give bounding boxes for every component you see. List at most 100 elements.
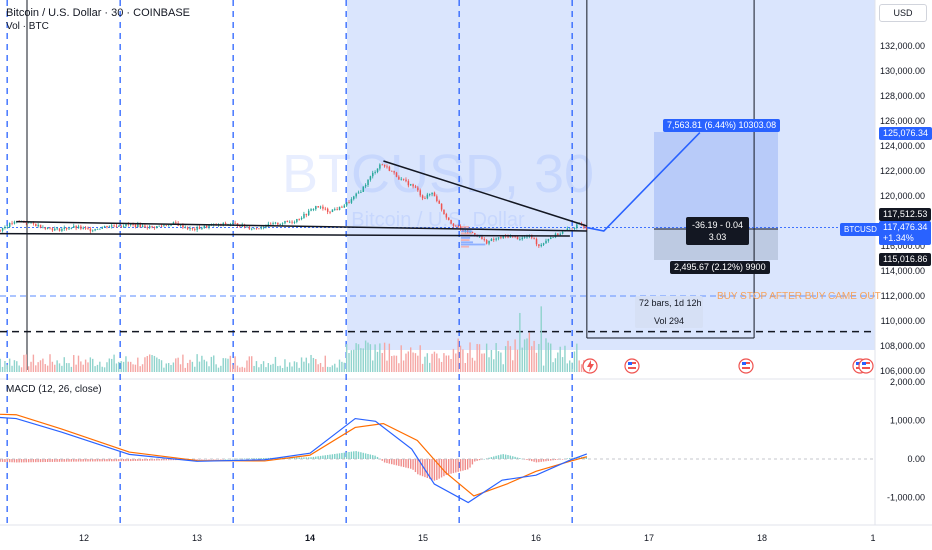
macd-histogram-bar bbox=[547, 459, 550, 461]
volume-bar bbox=[153, 355, 156, 372]
volume-bar bbox=[578, 360, 580, 372]
candle-body bbox=[111, 225, 113, 227]
volume-bar bbox=[234, 356, 236, 372]
macd-histogram-bar bbox=[224, 458, 227, 460]
volume-bar bbox=[170, 364, 172, 372]
volume-bar bbox=[125, 356, 127, 372]
candle-body bbox=[502, 235, 505, 238]
volume-bar bbox=[353, 349, 355, 372]
volume-bar bbox=[182, 354, 184, 372]
us-flag-event-icon[interactable] bbox=[858, 358, 874, 374]
candle-body bbox=[547, 239, 550, 241]
volume-bar bbox=[84, 359, 87, 372]
macd-histogram-bar bbox=[469, 459, 471, 468]
volume-bar bbox=[37, 362, 39, 372]
candle-body bbox=[144, 225, 146, 228]
volume-profile-row bbox=[461, 230, 473, 233]
candle-body bbox=[39, 224, 42, 228]
volume-bar bbox=[35, 365, 37, 372]
macd-histogram-bar bbox=[400, 459, 402, 467]
volume-bar bbox=[30, 361, 32, 372]
candle-body bbox=[367, 179, 369, 185]
volume-bar bbox=[232, 364, 234, 372]
candle-body bbox=[293, 221, 296, 223]
macd-histogram-bar bbox=[11, 459, 13, 463]
macd-histogram-bar bbox=[0, 459, 1, 462]
macd-histogram-bar bbox=[557, 459, 559, 460]
candle-body bbox=[182, 224, 184, 228]
macd-histogram-bar bbox=[213, 459, 215, 460]
volume-bar bbox=[158, 359, 160, 372]
macd-histogram-bar bbox=[466, 459, 469, 470]
trend-line-1[interactable] bbox=[383, 160, 588, 227]
candle-body bbox=[232, 222, 234, 224]
candle-body bbox=[462, 228, 464, 232]
volume-profile-row bbox=[461, 239, 470, 241]
volume-bar bbox=[70, 366, 73, 372]
volume-bar bbox=[92, 358, 94, 372]
volume-bar bbox=[99, 361, 101, 372]
volume-indicator-label[interactable]: Vol · BTC bbox=[6, 21, 49, 32]
candle-body bbox=[431, 192, 433, 195]
volume-bar bbox=[0, 358, 1, 372]
candle-body bbox=[229, 223, 232, 225]
macd-line bbox=[0, 416, 588, 504]
symbol-title[interactable]: Bitcoin / U.S. Dollar · 30 · COINBASE bbox=[6, 7, 190, 19]
candle-body bbox=[113, 225, 115, 227]
candle-body bbox=[108, 226, 111, 228]
volume-bar bbox=[208, 366, 210, 372]
candle-body bbox=[279, 224, 281, 225]
candle-body bbox=[296, 218, 298, 222]
volume-bar bbox=[307, 363, 310, 372]
us-flag-event-icon[interactable] bbox=[738, 358, 754, 374]
volume-bar bbox=[554, 358, 557, 372]
volume-bar bbox=[310, 354, 312, 372]
candle-body bbox=[141, 225, 144, 228]
trend-line-0[interactable] bbox=[16, 220, 587, 232]
macd-histogram-bar bbox=[75, 459, 77, 462]
macd-histogram-bar bbox=[1, 459, 4, 462]
volume-bar bbox=[559, 346, 561, 372]
volume-bar bbox=[80, 361, 82, 372]
volume-bar bbox=[312, 357, 315, 372]
volume-bar bbox=[118, 361, 120, 372]
projected-path[interactable] bbox=[586, 131, 701, 232]
us-flag-event-icon[interactable] bbox=[624, 358, 640, 374]
macd-histogram-bar bbox=[414, 459, 417, 473]
macd-histogram-bar bbox=[493, 456, 495, 459]
volume-bar bbox=[516, 349, 519, 372]
currency-button[interactable]: USD bbox=[879, 4, 927, 22]
volume-bar bbox=[514, 339, 516, 372]
candle-body bbox=[163, 225, 165, 227]
candle-body bbox=[438, 200, 440, 204]
macd-histogram-bar bbox=[578, 457, 580, 459]
macd-histogram-bar bbox=[459, 459, 462, 472]
volume-bar bbox=[334, 363, 336, 372]
candle-body bbox=[355, 193, 357, 197]
candle-body bbox=[27, 222, 30, 224]
candle-body bbox=[495, 238, 497, 240]
candle-body bbox=[265, 226, 267, 228]
candle-body bbox=[82, 227, 85, 229]
selected-range-region[interactable] bbox=[347, 0, 875, 350]
macd-histogram-bar bbox=[533, 459, 535, 462]
macd-indicator-label[interactable]: MACD (12, 26, close) bbox=[6, 384, 102, 395]
candle-body bbox=[153, 226, 156, 229]
candle-body bbox=[1, 227, 4, 231]
candle-body bbox=[535, 238, 538, 245]
candle-body bbox=[234, 222, 236, 224]
trend-line-2[interactable] bbox=[0, 232, 570, 237]
macd-histogram-bar bbox=[30, 459, 32, 463]
candle-body bbox=[274, 222, 277, 224]
candle-body bbox=[585, 227, 588, 229]
candle-body bbox=[310, 209, 312, 211]
macd-histogram-bar bbox=[139, 459, 141, 461]
volume-bar bbox=[210, 356, 213, 372]
macd-tick-3: -1,000.00 bbox=[887, 493, 925, 503]
volume-bar bbox=[27, 366, 30, 372]
buy-stop-note[interactable]: BUY STOP AFTER BUY CAME OUT bbox=[717, 291, 881, 302]
macd-histogram-bar bbox=[120, 459, 122, 462]
candle-body bbox=[348, 202, 350, 203]
macd-histogram-bar bbox=[538, 459, 540, 463]
